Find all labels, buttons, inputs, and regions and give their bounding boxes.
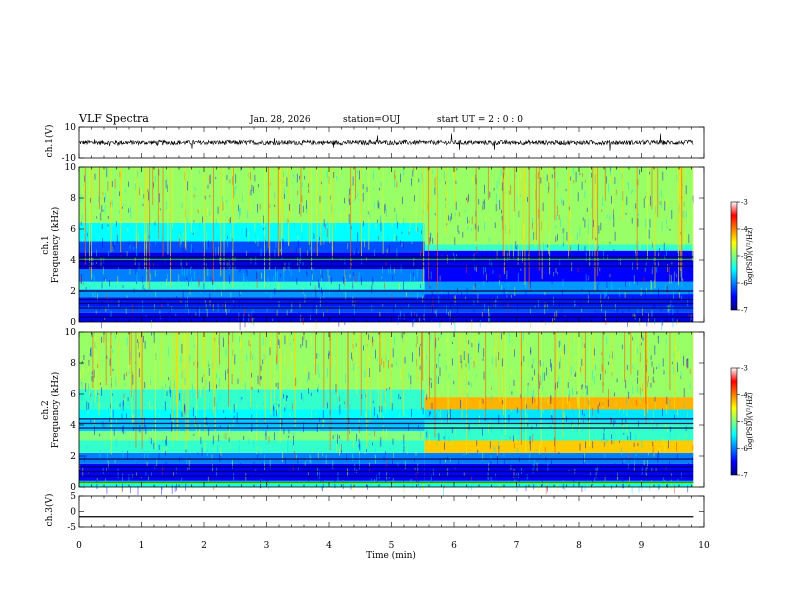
y-tick-label: 6 (70, 390, 76, 400)
y-tick-label: -10 (62, 154, 77, 164)
y-tick-label: 0 (70, 508, 76, 518)
colorbar-tick-label: -6 (741, 445, 748, 453)
ch1-colorbar-gradient (730, 201, 738, 311)
ch1-waveform-line (78, 133, 694, 151)
ch2-spectrogram-ylabel-channel: ch.2 (41, 400, 51, 419)
spectral-band-before (79, 289, 425, 298)
x-axis-title: Time (min) (366, 550, 416, 561)
colorbar-tick-label: -3 (741, 199, 748, 207)
spectral-band-after (424, 167, 694, 245)
y-tick-label: -5 (67, 523, 76, 533)
spectral-band-after (424, 397, 694, 410)
ch3-waveform-panel: 50-50 1 2 3 4 5 6 7 8 9 10 (67, 492, 710, 551)
x-tick-label: 1 (139, 541, 145, 551)
x-tick-label: 2 (201, 541, 207, 551)
x-tick-label: 6 (451, 541, 457, 551)
spectral-band-before (79, 452, 425, 464)
spectral-band-before (79, 281, 425, 290)
ch1-ylabel: ch.1(V) (44, 125, 55, 158)
no-data-region (693, 167, 704, 322)
x-tick-label: 9 (639, 541, 645, 551)
y-tick-label: 0 (70, 483, 76, 493)
y-tick-label: 6 (70, 225, 76, 235)
spectral-band-before (79, 222, 425, 242)
ch1-colorbar: log(PSD)(V²/Hz) -3 -4 -5 -6 -7 (730, 199, 754, 315)
spectral-band-after (424, 440, 694, 453)
ch2-spectrogram-ylabel-frequency: Frequency (kHz) (50, 372, 61, 449)
spectral-band-after (424, 244, 694, 251)
x-tick-label: 8 (576, 541, 582, 551)
colorbar-tick-label: -7 (741, 472, 748, 480)
figure-title: VLF Spectra (78, 112, 149, 125)
spectral-band-before (79, 241, 425, 253)
ch2-colorbar-label: log(PSD)(V²/Hz) (746, 392, 754, 449)
spectral-band-after (424, 452, 694, 464)
spectral-band-before (79, 440, 425, 453)
x-tick-label: 3 (264, 541, 270, 551)
x-tick-label: 7 (514, 541, 520, 551)
spectral-band-before (79, 431, 425, 441)
colorbar-tick-label: -6 (741, 280, 748, 288)
y-tick-label: 0 (70, 318, 76, 328)
colorbar-tick-label: -4 (741, 391, 748, 399)
spectral-band-after (424, 480, 694, 487)
ch1-spectrogram-panel: 0 2 4 6 8 10 (65, 163, 705, 332)
spectral-band-before (79, 480, 425, 487)
colorbar-tick-label: -7 (741, 307, 748, 315)
colorbar-tick-label: -5 (741, 418, 748, 426)
ch2-colorbar-gradient (730, 367, 738, 476)
y-tick-label: 10 (65, 328, 77, 338)
y-tick-label: 8 (70, 359, 76, 369)
ch2-spectrogram-panel: 0 2 4 6 8 10 (65, 328, 705, 497)
spectral-band-before (79, 389, 425, 410)
ch1-waveform-panel: 10 -10 (62, 123, 705, 164)
y-tick-label: 4 (70, 256, 76, 266)
no-data-region (693, 332, 704, 487)
spectral-band-after (424, 281, 694, 295)
spectral-band-before (79, 297, 425, 307)
station-label: station=OUJ (343, 115, 401, 125)
date-label: Jan. 28, 2026 (249, 115, 311, 125)
colorbar-tick-label: -3 (741, 365, 748, 373)
ch3-ylabel: ch.3(V) (44, 494, 55, 527)
y-tick-label: 4 (70, 421, 76, 431)
y-tick-label: 2 (70, 452, 76, 462)
spectral-band-after (424, 306, 694, 313)
spectral-band-before (79, 269, 425, 282)
x-tick-label: 10 (698, 541, 710, 551)
colorbar-tick-label: -4 (741, 226, 748, 234)
start-ut-label: start UT = 2 : 0 : 0 (437, 115, 523, 125)
ch1-spectrogram-ylabel-channel: ch.1 (41, 235, 51, 254)
x-tick-label: 5 (389, 541, 395, 551)
ch2-colorbar: log(PSD)(V²/Hz) -3 -4 -5 -6 -7 (730, 365, 754, 480)
ch1-spectrogram-ylabel-frequency: Frequency (kHz) (50, 207, 61, 284)
x-tick-label: 0 (76, 541, 82, 551)
y-tick-label: 10 (65, 163, 77, 173)
x-tick-label: 4 (326, 541, 332, 551)
spectral-band-before (79, 306, 425, 313)
y-tick-label: 2 (70, 287, 76, 297)
y-tick-label: 8 (70, 194, 76, 204)
y-tick-label: 5 (70, 492, 76, 502)
spectral-band-after (424, 421, 694, 441)
spectral-band-before (79, 409, 425, 419)
colorbar-tick-label: -5 (741, 253, 748, 261)
ch1-colorbar-label: log(PSD)(V²/Hz) (746, 227, 754, 284)
y-tick-label: 10 (65, 123, 77, 133)
